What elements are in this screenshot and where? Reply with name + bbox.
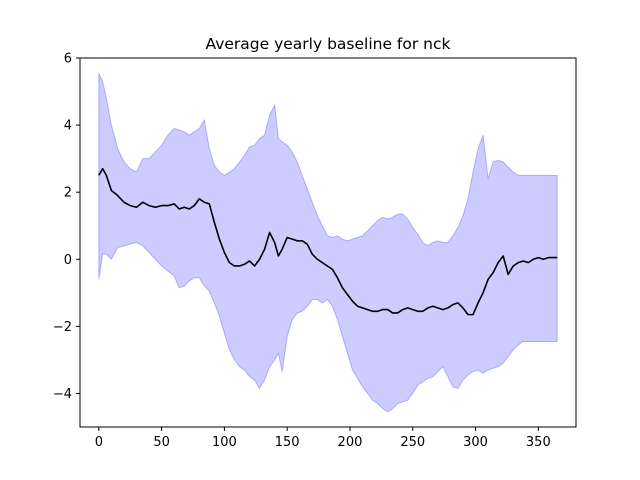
y-tick-label: 0 <box>64 253 72 268</box>
plot-area <box>98 72 558 413</box>
x-tick-label: 0 <box>95 435 103 450</box>
y-tick-label: −4 <box>53 387 72 402</box>
chart-title: Average yearly baseline for nck <box>206 35 451 53</box>
y-axis: −4 −2 0 2 4 6 <box>53 52 80 402</box>
y-tick-label: 4 <box>64 119 72 134</box>
x-tick-label: 100 <box>212 435 237 450</box>
axes-frame <box>79 57 577 428</box>
y-tick-label: 2 <box>64 186 72 201</box>
x-tick-label: 200 <box>338 435 363 450</box>
x-tick-label: 50 <box>153 435 170 450</box>
x-tick-label: 350 <box>526 435 551 450</box>
x-tick-label: 300 <box>463 435 488 450</box>
x-axis: 0 50 100 150 200 250 300 350 <box>95 427 551 450</box>
x-tick-label: 150 <box>275 435 300 450</box>
mean-line <box>98 167 558 316</box>
y-tick-label: −2 <box>53 320 72 335</box>
x-tick-label: 250 <box>400 435 425 450</box>
y-tick-label: 6 <box>64 52 72 67</box>
confidence-band <box>98 72 558 413</box>
